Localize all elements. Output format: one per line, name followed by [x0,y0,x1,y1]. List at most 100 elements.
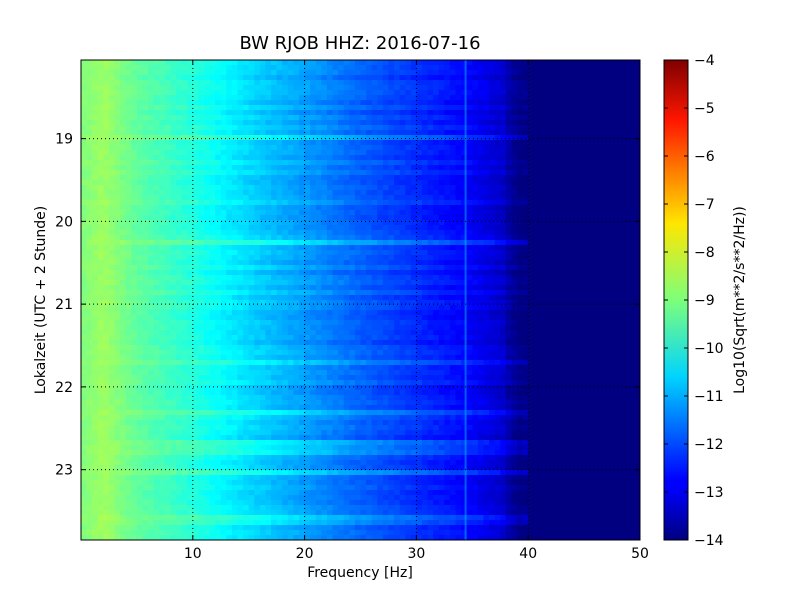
heatmap-cell [517,290,524,296]
heatmap-cell [584,285,591,291]
heatmap-cell [108,165,116,171]
heatmap-cell [544,80,552,86]
heatmap-cell [125,225,132,231]
heatmap-cell [81,300,88,306]
heatmap-cell [494,270,501,276]
heatmap-cell [354,255,362,261]
heatmap-cell [567,160,574,166]
heatmap-cell [539,135,546,141]
heatmap-cell [192,135,199,141]
heatmap-cell [544,235,552,241]
heatmap-cell [315,270,322,276]
heatmap-cell [489,70,496,76]
heatmap-cell [589,160,596,166]
heatmap-cell [176,115,183,121]
heatmap-cell [433,290,440,296]
heatmap-cell [276,60,283,66]
heatmap-cell [326,270,334,276]
heatmap-cell [595,80,602,86]
heatmap-cell [299,305,306,311]
heatmap-cell [287,135,295,141]
heatmap-cell [226,150,233,156]
heatmap-cell [97,140,104,146]
heatmap-cell [489,250,496,256]
heatmap-cell [304,105,311,111]
heatmap-cell [153,240,160,246]
heatmap-cell [81,135,88,141]
heatmap-cell [192,290,199,296]
heatmap-cell [438,270,445,276]
heatmap-cell [360,220,367,226]
heatmap-cell [315,65,322,71]
heatmap-cell [108,295,116,301]
heatmap-cell [338,85,345,91]
heatmap-cell [259,185,267,191]
heatmap-cell [371,225,378,231]
heatmap-cell [86,295,93,301]
heatmap-cell [500,185,507,191]
heatmap-cell [399,145,406,151]
heatmap-cell [220,70,227,76]
heatmap-cell [544,245,552,251]
heatmap-cell [120,135,127,141]
heatmap-cell [489,80,496,86]
heatmap-cell [81,200,88,206]
heatmap-cell [483,65,490,71]
heatmap-cell [321,290,328,296]
heatmap-cell [332,200,339,206]
heatmap-cell [421,80,429,86]
heatmap-cell [243,120,250,126]
heatmap-cell [544,220,552,226]
heatmap-cell [131,135,138,141]
heatmap-cell [517,215,524,221]
heatmap-cell [433,220,440,226]
heatmap-cell [220,85,227,91]
heatmap-cell [86,275,93,281]
heatmap-cell [505,285,513,291]
heatmap-cell [433,145,440,151]
heatmap-cell [589,105,596,111]
heatmap-cell [293,235,300,241]
heatmap-cell [181,135,188,141]
heatmap-cell [142,100,149,106]
heatmap-cell [265,100,272,106]
heatmap-cell [377,80,384,86]
heatmap-cell [578,300,585,306]
heatmap-cell [114,150,121,156]
heatmap-cell [282,205,289,211]
heatmap-cell [528,85,535,91]
heatmap-cell [198,265,205,271]
heatmap-cell [410,160,417,166]
heatmap-cell [304,110,311,116]
heatmap-cell [192,235,199,241]
heatmap-cell [226,195,233,201]
heatmap-cell [511,90,518,96]
heatmap-cell [634,230,640,236]
heatmap-cell [198,95,205,101]
heatmap-cell [399,185,406,191]
heatmap-cell [455,230,462,236]
heatmap-cell [142,105,149,111]
heatmap-cell [125,290,132,296]
heatmap-cell [142,80,149,86]
heatmap-cell [220,190,227,196]
heatmap-cell [203,190,211,196]
heatmap-cell [466,115,473,121]
heatmap-cell [114,155,121,161]
heatmap-cell [539,245,546,251]
heatmap-cell [595,225,602,231]
heatmap-cell [634,275,640,281]
heatmap-cell [326,70,334,76]
heatmap-cell [237,185,244,191]
heatmap-cell [304,230,311,236]
heatmap-cell [187,205,194,211]
heatmap-cell [617,190,624,196]
heatmap-cell [595,170,602,176]
heatmap-cell [231,305,239,311]
heatmap-cell [310,140,317,146]
heatmap-cell [354,155,362,161]
heatmap-cell [86,230,93,236]
heatmap-cell [248,225,255,231]
heatmap-cell [600,250,608,256]
heatmap-cell [494,220,501,226]
